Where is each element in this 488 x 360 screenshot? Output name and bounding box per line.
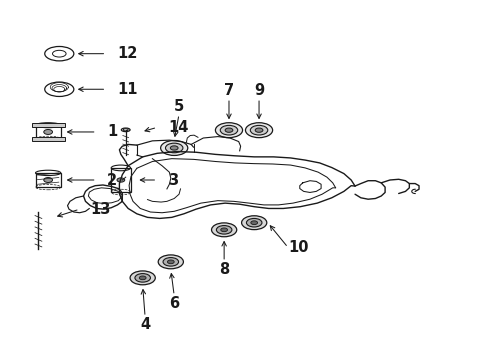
Ellipse shape (160, 140, 187, 156)
Text: 5: 5 (174, 99, 184, 114)
Ellipse shape (215, 123, 242, 138)
Ellipse shape (139, 276, 146, 280)
Ellipse shape (224, 128, 232, 132)
Ellipse shape (216, 226, 231, 234)
Text: 13: 13 (90, 202, 110, 217)
Ellipse shape (158, 255, 183, 269)
Ellipse shape (245, 123, 272, 138)
Ellipse shape (220, 125, 237, 135)
Text: 1: 1 (107, 125, 117, 139)
Text: 9: 9 (253, 83, 264, 98)
Ellipse shape (167, 260, 174, 264)
Ellipse shape (163, 257, 178, 266)
Bar (36, 173, 61, 187)
Text: 11: 11 (117, 82, 137, 97)
Text: 7: 7 (224, 83, 234, 98)
Ellipse shape (44, 177, 52, 183)
Ellipse shape (117, 178, 124, 182)
Bar (111, 168, 130, 192)
Ellipse shape (255, 128, 263, 132)
Text: 3: 3 (167, 172, 178, 188)
Ellipse shape (170, 146, 178, 150)
Ellipse shape (165, 143, 183, 153)
Ellipse shape (246, 219, 262, 227)
Text: 14: 14 (167, 120, 188, 135)
Ellipse shape (220, 228, 227, 232)
Text: 4: 4 (140, 317, 150, 332)
Ellipse shape (241, 216, 266, 230)
Bar (36, 125, 61, 139)
Text: 12: 12 (117, 46, 137, 61)
Text: 10: 10 (287, 240, 308, 255)
Ellipse shape (44, 130, 52, 134)
Text: 8: 8 (219, 262, 229, 277)
Bar (32, 123, 64, 127)
Ellipse shape (130, 271, 155, 285)
Text: 6: 6 (169, 296, 179, 311)
Ellipse shape (250, 221, 257, 225)
Bar (32, 137, 64, 140)
Ellipse shape (250, 125, 267, 135)
Ellipse shape (211, 223, 236, 237)
Ellipse shape (135, 274, 150, 282)
Text: 2: 2 (107, 172, 117, 188)
